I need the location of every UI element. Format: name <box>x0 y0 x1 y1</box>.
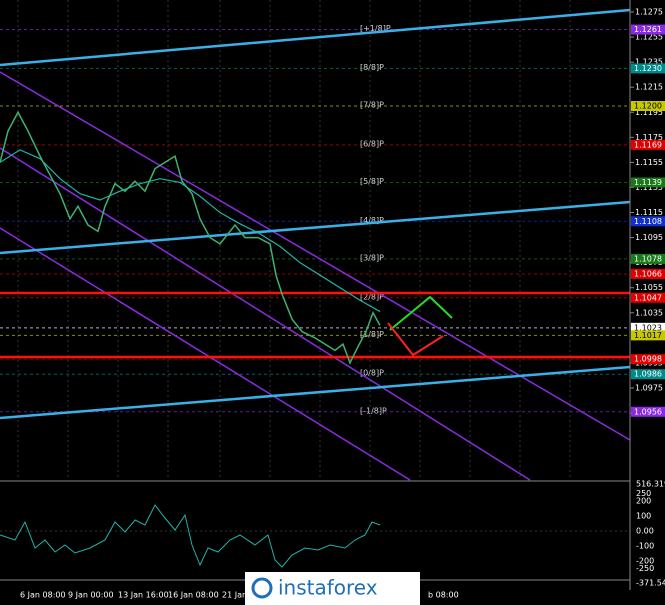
price-label: 1.1055 <box>635 283 663 292</box>
level-box <box>631 24 665 35</box>
level-box <box>631 253 665 264</box>
forecast-arrows <box>387 295 453 357</box>
price-label: 1.1215 <box>635 83 663 92</box>
level-label: 1.0956 <box>634 407 662 416</box>
level-box <box>631 63 665 74</box>
level-box <box>631 268 665 279</box>
price-label: 1.1235 <box>635 58 663 67</box>
level-label: 1.1139 <box>634 178 662 187</box>
murrey-label: [3/8]P <box>360 253 384 262</box>
level-box <box>631 100 665 111</box>
murrey-label: [1/8]P <box>360 330 384 339</box>
indicator-label: 0.00 <box>636 527 654 536</box>
level-label: 1.1023 <box>634 323 662 332</box>
level-box <box>631 330 665 341</box>
murrey-label: [7/8]P <box>360 100 384 109</box>
indicator-top: 516.3192 <box>636 480 665 489</box>
indicator-label: -100 <box>636 542 654 551</box>
watermark-text: instaforex <box>278 576 378 600</box>
murrey-label: [5/8]P <box>360 177 384 186</box>
price-label: 1.1035 <box>635 308 663 317</box>
level-label: 1.1066 <box>634 269 662 278</box>
level-box <box>631 354 665 365</box>
indicator-label: 100 <box>636 512 651 521</box>
price-series <box>0 112 380 363</box>
price-label: 1.1155 <box>635 158 663 167</box>
murrey-label: [+1/8]P <box>360 24 391 33</box>
trend-channels <box>0 8 631 481</box>
level-box <box>631 369 665 380</box>
level-box <box>631 406 665 417</box>
indicator-label: -200 <box>636 557 654 566</box>
murrey-label: [8/8]P <box>360 63 384 72</box>
level-label: 1.1230 <box>634 64 662 73</box>
price-label: 1.1275 <box>635 8 663 17</box>
murrey-label: [4/8]P <box>360 216 384 225</box>
indicator-panel <box>0 504 630 568</box>
murrey-label: [6/8]P <box>360 139 384 148</box>
level-box <box>631 322 665 333</box>
price-label: 1.1175 <box>635 133 663 142</box>
level-box <box>631 139 665 150</box>
level-label: 1.1200 <box>634 101 662 110</box>
time-label: 9 Jan 00:00 <box>68 591 114 600</box>
level-label: 1.1169 <box>634 140 662 149</box>
watermark: instaforex <box>245 572 420 605</box>
level-label: 1.0998 <box>634 355 662 364</box>
level-box <box>631 177 665 188</box>
level-label: 1.1078 <box>634 254 662 263</box>
indicator-label: -250 <box>636 564 654 573</box>
time-label: b 08:00 <box>428 591 459 600</box>
main-panel: [+1/8]P [8/8]P [7/8]P [6/8]P [5/8]P [4/8]P [3/… <box>0 0 631 481</box>
level-box <box>631 216 665 227</box>
level-label: 1.1047 <box>634 293 662 302</box>
murrey-label: [-1/8]P <box>360 406 387 415</box>
level-label: 1.1108 <box>634 217 662 226</box>
murrey-label: [0/8]P <box>360 369 384 378</box>
price-label: 1.0975 <box>635 383 663 392</box>
time-label: 16 Jan 08:00 <box>168 591 219 600</box>
price-label: 1.1095 <box>635 233 663 242</box>
indicator-bottom: -371.5494 <box>636 579 665 588</box>
level-label: 1.0986 <box>634 370 662 379</box>
time-label: 21 Jan <box>222 591 247 600</box>
indicator-label: 250 <box>636 489 651 498</box>
murrey-label: [2/8]P <box>360 292 384 301</box>
indicator-label: 200 <box>636 497 651 506</box>
price-label: 1.1135 <box>635 183 663 192</box>
time-label: 6 Jan 08:00 <box>20 591 66 600</box>
time-label: 13 Jan 16:00 <box>118 591 169 600</box>
level-box <box>631 292 665 303</box>
price-label: 1.1115 <box>635 208 663 217</box>
price-label: 1.1195 <box>635 108 663 117</box>
price-label: 1.1255 <box>635 33 663 42</box>
level-label: 1.1017 <box>634 331 662 340</box>
level-label: 1.1261 <box>634 25 662 34</box>
